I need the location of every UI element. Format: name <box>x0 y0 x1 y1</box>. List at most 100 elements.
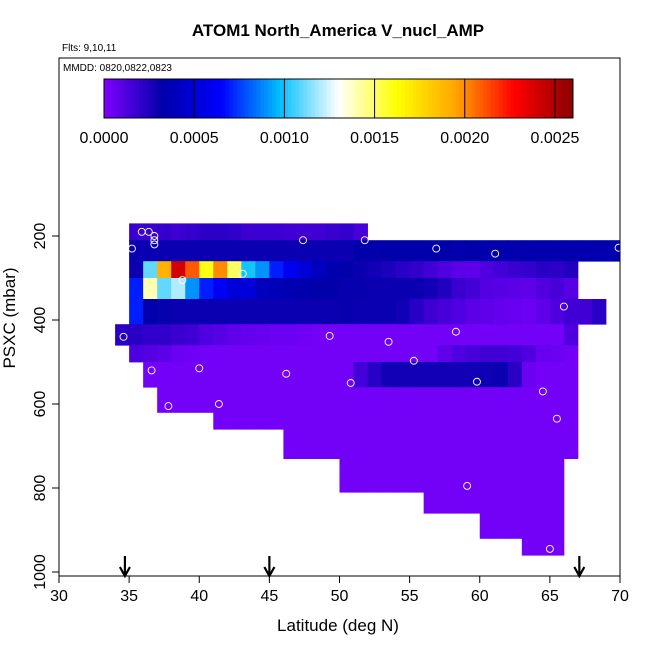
heatmap-cell <box>185 345 200 363</box>
colorbar-segment <box>440 79 445 118</box>
colorbar-segment <box>295 79 300 118</box>
heatmap-cell <box>367 278 382 300</box>
colorbar-segment <box>467 79 472 118</box>
heatmap-cell <box>381 278 396 300</box>
colorbar-segment <box>549 79 554 118</box>
heatmap-cell <box>493 324 509 346</box>
colorbar-segment <box>104 79 109 118</box>
colorbar-segment <box>127 79 132 118</box>
heatmap-cell <box>479 345 495 363</box>
heatmap-cell <box>129 223 144 241</box>
colorbar-segment <box>545 79 551 118</box>
heatmap-cell <box>143 324 158 346</box>
heatmap-cell <box>311 299 326 325</box>
heatmap-cell <box>521 362 537 388</box>
heatmap-cell <box>325 362 340 388</box>
heatmap-cell <box>311 412 326 430</box>
heatmap-cell <box>367 345 382 363</box>
heatmap-cell <box>409 362 425 388</box>
heatmap-cell <box>479 387 495 413</box>
heatmap-cell <box>549 261 565 279</box>
heatmap-cell <box>409 458 425 493</box>
heatmap-cell <box>171 278 186 300</box>
heatmap-cell <box>353 429 368 459</box>
heatmap-cell <box>423 345 439 363</box>
colorbar-segment <box>526 79 531 118</box>
latitude-arrows <box>118 556 586 579</box>
colorbar-segment <box>436 79 441 118</box>
colorbar-segment <box>143 79 148 118</box>
colorbar-segment <box>404 79 410 118</box>
latitude-arrow <box>118 556 131 579</box>
heatmap-cell <box>129 324 144 346</box>
axes: 30 35 40 45 50 55 60 65 70 200 400 600 800 1000 <box>32 223 629 605</box>
heatmap-cell <box>143 362 158 388</box>
heatmap-cell <box>353 223 368 241</box>
heatmap-cell <box>479 492 495 514</box>
heatmap-cell <box>255 240 270 262</box>
heatmap-cell <box>283 362 298 388</box>
colorbar-segment <box>354 79 359 118</box>
heatmap-cell <box>241 261 256 279</box>
heatmap-cell <box>171 261 186 279</box>
heatmap-cell <box>423 299 439 325</box>
heatmap-cell <box>493 240 509 262</box>
heatmap-cell <box>325 261 340 279</box>
heatmap-cell <box>297 261 312 279</box>
heatmap-cell <box>157 223 172 241</box>
heatmap-cell <box>255 345 270 363</box>
heatmap-cell <box>479 429 495 459</box>
heatmap-cell <box>199 240 214 262</box>
heatmap-cell <box>493 458 509 493</box>
heatmap-cell <box>563 345 579 363</box>
heatmap-cell <box>507 458 523 493</box>
colorbar-segment <box>174 79 179 118</box>
heatmap-cell <box>171 362 186 388</box>
colorbar-segment <box>260 79 265 118</box>
heatmap-cell <box>367 324 382 346</box>
heatmap-cell <box>157 240 172 262</box>
heatmap-cell <box>297 429 312 459</box>
heatmap-cell <box>129 345 144 363</box>
observation-points <box>119 227 623 553</box>
heatmap-cell <box>465 387 481 413</box>
heatmap-cell <box>241 345 256 363</box>
heatmap-cell <box>451 387 467 413</box>
heatmap-cell <box>507 240 523 262</box>
heatmap-cell <box>325 345 340 363</box>
heatmap-cell <box>171 324 186 346</box>
heatmap-cell <box>521 538 537 556</box>
heatmap-cell <box>353 324 368 346</box>
heatmap-cell <box>507 299 523 325</box>
colorbar-segment <box>201 79 207 118</box>
heatmap-cell <box>325 299 340 325</box>
observation-point <box>409 356 418 365</box>
colorbar-segment <box>197 79 203 118</box>
heatmap-cell <box>199 278 214 300</box>
heatmap-cell <box>409 324 425 346</box>
heatmap-cell <box>367 299 382 325</box>
heatmap-cell <box>549 240 565 262</box>
heatmap-cell <box>465 362 481 388</box>
heatmap-cell <box>311 429 326 459</box>
heatmap-cell <box>451 345 467 363</box>
heatmap-cell <box>185 278 200 300</box>
observation-point <box>150 236 159 245</box>
heatmap-cell <box>423 324 439 346</box>
heatmap-cell <box>269 345 284 363</box>
heatmap-cell <box>563 261 579 279</box>
heatmap-cell <box>227 362 242 388</box>
heatmap-cell <box>157 362 172 388</box>
heatmap-cell <box>353 412 368 430</box>
heatmap-cell <box>437 458 453 493</box>
heatmap-cell <box>367 387 382 413</box>
heatmap-cell <box>241 299 256 325</box>
colorbar-segment <box>123 79 128 118</box>
heatmap-cell <box>269 324 284 346</box>
colorbar-segment <box>256 79 261 118</box>
heatmap-cell <box>227 278 242 300</box>
observation-point <box>144 227 153 236</box>
colorbar-tick-label: 0.0000 <box>80 130 129 147</box>
heatmap-cell <box>437 412 453 430</box>
heatmap-cell <box>213 412 228 430</box>
